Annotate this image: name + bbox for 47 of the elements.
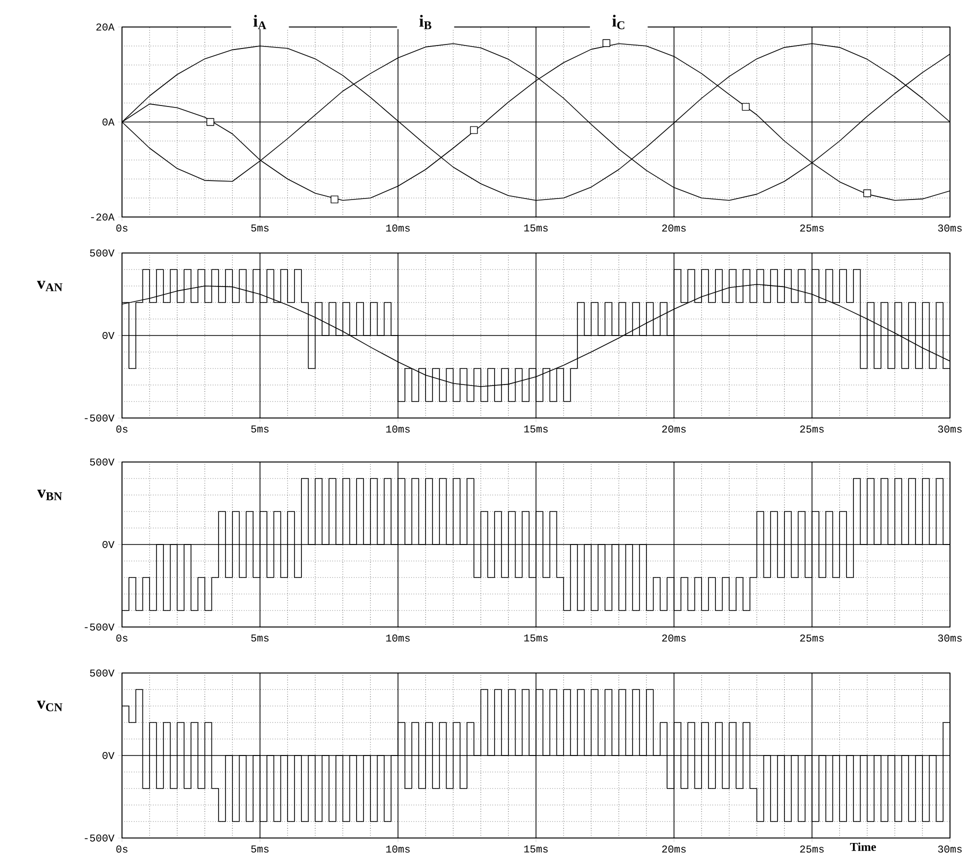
x-tick-label: 30ms (938, 224, 962, 232)
y-tick-label: -500V (84, 834, 114, 842)
x-tick-label: 10ms (386, 426, 410, 433)
x-tick-label: 25ms (800, 846, 824, 853)
x-tick-label: 10ms (386, 846, 410, 853)
x-tick-label: 5ms (251, 224, 269, 232)
x-tick-label: 15ms (524, 426, 548, 433)
x-tick-label: 5ms (251, 634, 269, 642)
x-tick-label: 25ms (800, 426, 824, 433)
x-tick-label: 0s (116, 426, 128, 433)
x-tick-label: 30ms (938, 634, 962, 642)
y-tick-label: -500V (84, 414, 114, 422)
y-axis-title: v$_{BN}$ (37, 490, 62, 500)
y-tick-label: 20A (96, 23, 114, 31)
series-label: i$_{A}$ (253, 14, 266, 30)
x-tick-label: 15ms (524, 224, 548, 232)
y-tick-label: 500V (90, 669, 114, 677)
x-tick-label: 30ms (938, 426, 962, 433)
y-tick-label: -20A (91, 213, 114, 221)
x-tick-label: 0s (116, 224, 128, 232)
x-tick-label: 5ms (251, 426, 269, 433)
x-tick-label: 0s (116, 634, 128, 642)
x-tick-label: 0s (116, 846, 128, 853)
series-label: i$_{B}$ (419, 14, 432, 30)
x-tick-label: 15ms (524, 846, 548, 853)
y-tick-label: 0V (102, 752, 114, 760)
x-tick-label: 25ms (800, 634, 824, 642)
y-tick-label: 0V (102, 332, 114, 340)
x-tick-label: 20ms (662, 846, 686, 853)
y-tick-label: 0A (102, 118, 114, 126)
x-tick-label: 10ms (386, 634, 410, 642)
y-tick-label: 500V (90, 458, 114, 466)
y-tick-label: 500V (90, 249, 114, 257)
y-tick-label: 0V (102, 540, 114, 548)
x-tick-label: 5ms (251, 846, 269, 853)
x-tick-label: 20ms (662, 634, 686, 642)
y-axis-title: v$_{AN}$ (36, 280, 62, 292)
x-tick-label: 20ms (662, 426, 686, 433)
x-tick-label: 20ms (662, 224, 686, 232)
y-tick-label: -500V (84, 623, 114, 631)
y-axis-title: v$_{CN}$ (36, 700, 62, 712)
x-tick-label: 30ms (938, 846, 962, 853)
x-tick-label: 10ms (386, 224, 410, 232)
x-tick-label: 15ms (524, 634, 548, 642)
x-axis-title: Time (850, 842, 876, 851)
x-tick-label: 25ms (800, 224, 824, 232)
series-label: i$_{C}$ (612, 14, 624, 30)
